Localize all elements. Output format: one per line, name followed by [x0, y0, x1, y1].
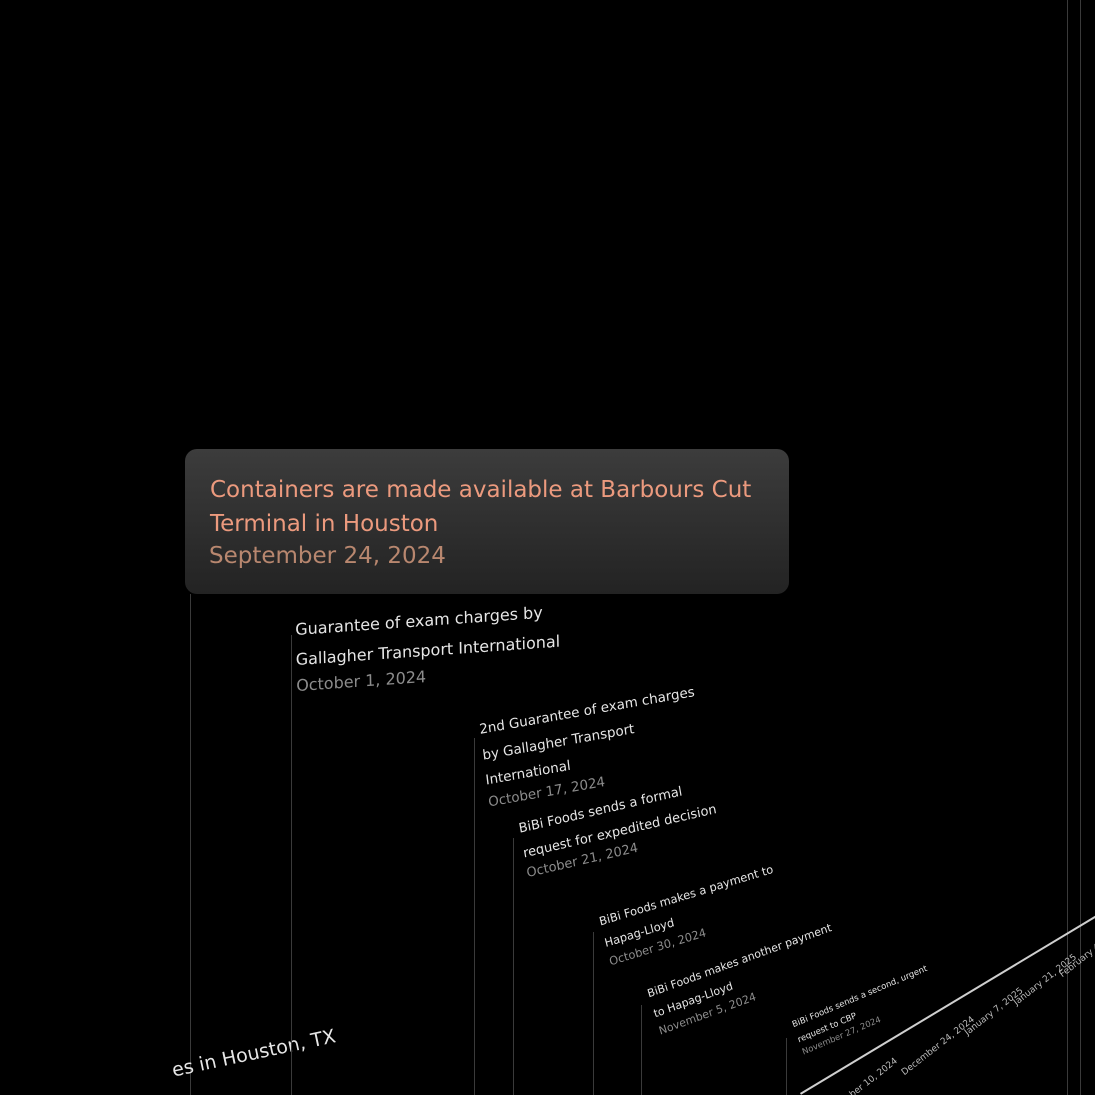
event-title: Containers are made available at Barbour… — [210, 477, 752, 537]
event-stem — [593, 932, 594, 1095]
axis-label: December 24, 2024 — [900, 1014, 977, 1078]
event-stem — [1067, 0, 1068, 1095]
axis-label: February 4, 2025 — [1058, 925, 1095, 980]
event-stem — [1080, 0, 1081, 1095]
event-stem — [641, 1005, 642, 1095]
event-stem — [786, 1038, 787, 1095]
timeline-event[interactable]: Guarantee of exam charges by Gallagher T… — [295, 593, 606, 695]
axis-label: ber 10, 2024 — [848, 1056, 900, 1095]
highlight-card[interactable]: Containers are made available at Barbour… — [185, 449, 789, 594]
event-title: es in Houston, TX — [170, 1025, 338, 1082]
event-stem — [190, 594, 191, 1095]
event-date: September 24, 2024 — [209, 543, 446, 569]
event-stem — [513, 838, 514, 1095]
axis-label: January 7, 2025 — [963, 986, 1026, 1038]
event-stem — [291, 635, 292, 1095]
event-stem — [474, 738, 475, 1095]
